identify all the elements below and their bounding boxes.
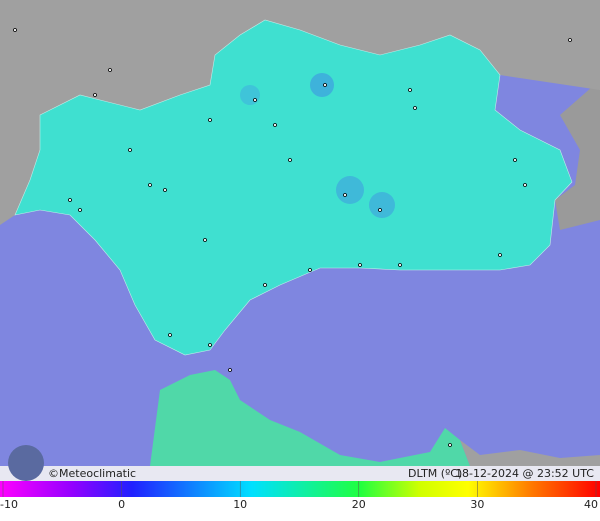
region bbox=[150, 370, 470, 466]
cold-spot bbox=[369, 192, 395, 218]
stations bbox=[13, 28, 572, 447]
land bbox=[460, 440, 600, 466]
scale-tick-label: 30 bbox=[470, 498, 484, 511]
logo bbox=[8, 445, 44, 481]
region bbox=[14, 19, 573, 356]
color-scale bbox=[0, 481, 600, 497]
scale-ticks: -10 0 10 20 30 40 bbox=[0, 481, 598, 511]
cold-spot bbox=[336, 176, 364, 204]
land bbox=[0, 0, 600, 225]
info-bar bbox=[0, 466, 600, 481]
credit: ©Meteoclimatic bbox=[48, 467, 136, 480]
timestamp: 18-12-2024 @ 23:52 UTC bbox=[455, 467, 594, 480]
scale-tick-label: 0 bbox=[118, 498, 125, 511]
cold-spot bbox=[310, 73, 334, 97]
variable: DLTM (ºC) bbox=[408, 467, 462, 480]
scale-tick-label: 10 bbox=[233, 498, 247, 511]
scale-tick-label: -10 bbox=[0, 498, 18, 511]
scale-tick-label: 20 bbox=[352, 498, 366, 511]
scale-tick-label: 40 bbox=[584, 498, 598, 511]
cold-spot bbox=[240, 85, 260, 105]
